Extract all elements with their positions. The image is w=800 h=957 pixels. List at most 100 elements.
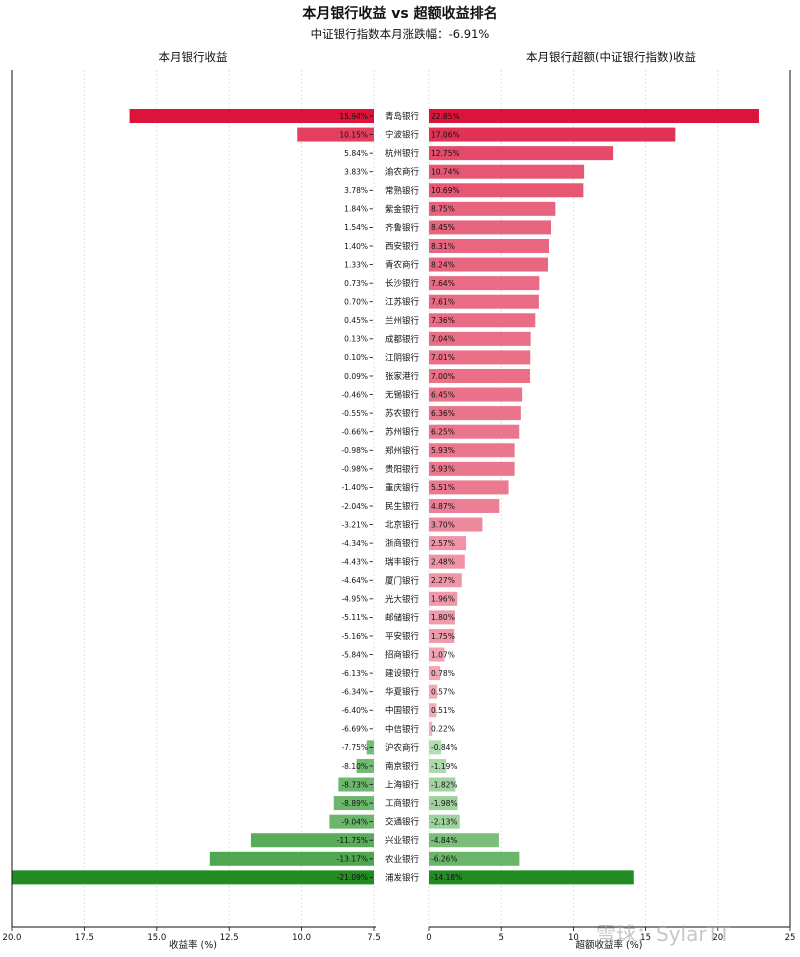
left-value-label: 3.83% bbox=[344, 168, 368, 177]
left-value-label: 1.40% bbox=[344, 242, 368, 251]
right-bar bbox=[429, 406, 521, 421]
left-value-label: -6.13% bbox=[341, 669, 368, 678]
left-value-label: -5.11% bbox=[341, 613, 368, 622]
right-value-label: -4.84% bbox=[431, 836, 458, 845]
left-xlabel: 收益率 (%) bbox=[169, 939, 217, 951]
left-panel-title: 本月银行收益 bbox=[159, 50, 228, 64]
right-tick-label: 25 bbox=[785, 933, 796, 943]
right-bar bbox=[429, 684, 438, 699]
left-value-label: -8.10% bbox=[341, 762, 368, 771]
bank-name-label: 光大银行 bbox=[385, 594, 420, 605]
right-bar bbox=[429, 666, 441, 681]
left-value-label: 10.15% bbox=[339, 130, 368, 139]
bank-name-label: 长沙银行 bbox=[385, 278, 420, 289]
right-value-label: 10.74% bbox=[431, 168, 460, 177]
bank-name-label: 北京银行 bbox=[385, 520, 420, 531]
right-value-label: 0.78% bbox=[431, 669, 455, 678]
bank-name-label: 中国银行 bbox=[385, 705, 420, 716]
right-value-label: 1.07% bbox=[431, 650, 455, 659]
right-value-label: 0.22% bbox=[431, 725, 455, 734]
left-value-label: 0.13% bbox=[344, 335, 368, 344]
left-bar bbox=[129, 109, 374, 123]
bank-name-label: 厦门银行 bbox=[385, 575, 420, 586]
left-value-label: -5.84% bbox=[341, 650, 368, 659]
bank-name-label: 兰州银行 bbox=[385, 315, 420, 326]
right-bar bbox=[429, 851, 520, 866]
right-xlabel: 超额收益率 (%) bbox=[576, 939, 643, 951]
right-bar bbox=[429, 480, 509, 495]
left-tick-label: 17.5 bbox=[75, 933, 94, 943]
right-bar bbox=[429, 461, 515, 476]
left-tick-label: 7.5 bbox=[367, 933, 381, 943]
bank-name-label: 工商银行 bbox=[385, 798, 420, 809]
labels-layer: 15.94% 青岛银行 22.85% 10.15% 宁波银行 17.06% 5.84% 杭州银… bbox=[337, 111, 463, 883]
left-value-label: 0.09% bbox=[344, 372, 368, 381]
right-value-label: -0.84% bbox=[431, 743, 458, 752]
left-value-label: 5.84% bbox=[344, 149, 368, 158]
right-value-label: 5.93% bbox=[431, 446, 455, 455]
bank-name-label: 瑞丰银行 bbox=[385, 557, 420, 568]
left-value-label: -6.34% bbox=[341, 687, 368, 696]
bank-name-label: 杭州银行 bbox=[385, 148, 420, 159]
chart-title: 本月银行收益 vs 超额收益排名 bbox=[302, 5, 497, 22]
watermark: 雪球：SylarTT bbox=[596, 922, 731, 946]
right-value-label: 8.31% bbox=[431, 242, 455, 251]
right-value-label: 2.57% bbox=[431, 539, 455, 548]
right-bar bbox=[429, 387, 523, 402]
bank-name-label: 中信银行 bbox=[385, 724, 420, 735]
right-value-label: 8.45% bbox=[431, 223, 455, 232]
right-bar bbox=[429, 777, 456, 792]
bank-name-label: 渝农商行 bbox=[385, 167, 420, 178]
right-bar bbox=[429, 127, 676, 142]
left-value-label: 1.84% bbox=[344, 205, 368, 214]
right-bar bbox=[429, 647, 445, 662]
right-value-label: -6.26% bbox=[431, 855, 458, 864]
left-value-label: -0.66% bbox=[341, 427, 368, 436]
left-value-label: 3.78% bbox=[344, 186, 368, 195]
left-bar bbox=[333, 796, 374, 811]
left-value-label: -0.46% bbox=[341, 390, 368, 399]
left-value-label: -4.95% bbox=[341, 595, 368, 604]
right-bar bbox=[429, 628, 455, 643]
right-bar bbox=[429, 703, 437, 718]
left-value-label: -6.69% bbox=[341, 725, 368, 734]
left-value-label: -11.75% bbox=[337, 836, 368, 845]
right-bar bbox=[429, 257, 548, 272]
right-value-label: -1.82% bbox=[431, 780, 458, 789]
right-value-label: 7.00% bbox=[431, 372, 455, 381]
right-tick-label: 20 bbox=[712, 933, 723, 943]
left-bar bbox=[209, 851, 374, 866]
right-bar bbox=[429, 201, 556, 216]
bank-name-label: 郑州银行 bbox=[385, 445, 420, 456]
right-bar bbox=[429, 424, 520, 439]
right-bar bbox=[429, 796, 458, 811]
right-tick-label: 15 bbox=[640, 933, 651, 943]
right-bar bbox=[429, 591, 458, 606]
bank-name-label: 浙商银行 bbox=[385, 538, 420, 549]
right-bar bbox=[429, 554, 465, 569]
left-value-label: 1.33% bbox=[344, 260, 368, 269]
right-value-label: -2.13% bbox=[431, 817, 458, 826]
right-value-label: 0.51% bbox=[431, 706, 455, 715]
bank-name-label: 浦发银行 bbox=[385, 872, 420, 883]
right-bar bbox=[429, 498, 500, 513]
right-bar bbox=[429, 536, 467, 551]
right-value-label: 7.01% bbox=[431, 353, 455, 362]
left-value-label: -21.09% bbox=[337, 873, 368, 882]
bank-name-label: 邮储银行 bbox=[385, 612, 420, 623]
bank-name-label: 南京银行 bbox=[385, 761, 420, 772]
right-value-label: 7.36% bbox=[431, 316, 455, 325]
left-value-label: -0.98% bbox=[341, 465, 368, 474]
bank-name-label: 沪农商行 bbox=[385, 742, 420, 753]
bank-name-label: 苏农银行 bbox=[385, 408, 420, 419]
left-value-label: -4.43% bbox=[341, 557, 368, 566]
right-bar bbox=[429, 313, 536, 328]
right-bar bbox=[429, 573, 462, 588]
right-value-label: 10.69% bbox=[431, 186, 460, 195]
right-bar bbox=[429, 517, 483, 532]
right-value-label: 1.80% bbox=[431, 613, 455, 622]
bank-name-label: 农业银行 bbox=[385, 854, 420, 865]
right-value-label: 8.75% bbox=[431, 205, 455, 214]
bank-name-label: 张家港行 bbox=[385, 371, 420, 382]
right-value-label: -14.18% bbox=[431, 873, 462, 882]
